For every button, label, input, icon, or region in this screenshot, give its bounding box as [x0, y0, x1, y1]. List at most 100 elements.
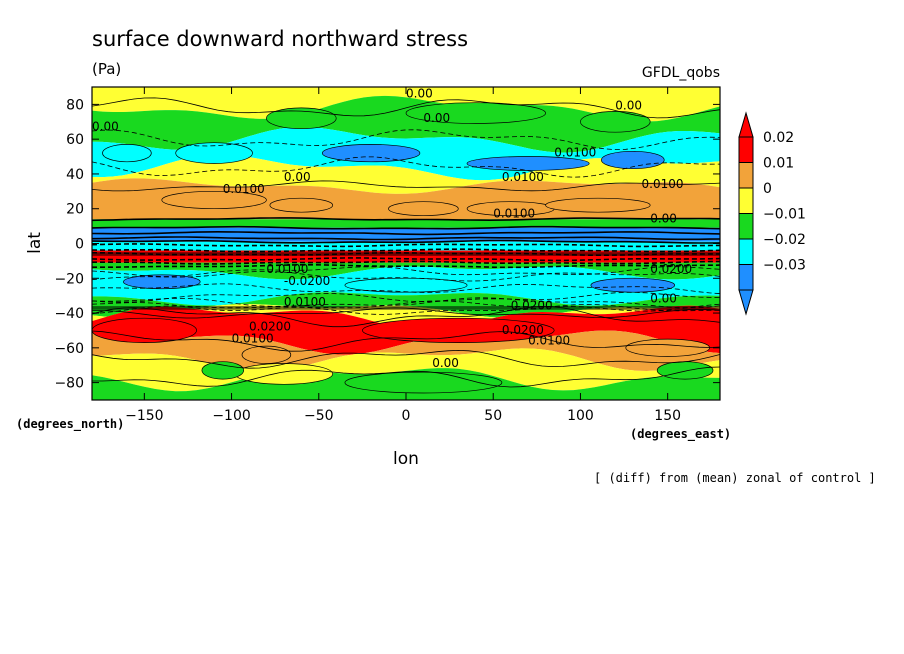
colorbar-swatch [738, 162, 754, 189]
y-tick-label: −20 [54, 271, 84, 287]
contour-line [92, 236, 720, 241]
x-tick-label: 0 [402, 408, 411, 424]
contour-label: 0.0100 [528, 333, 570, 347]
contour-lines [92, 97, 720, 388]
colorbar-swatch [738, 187, 754, 214]
x-tick-label: −100 [212, 408, 250, 424]
contour-line [92, 260, 720, 265]
contour-line [92, 349, 720, 369]
filled-contour-bands [92, 87, 720, 400]
x-tick-label: 100 [567, 408, 594, 424]
contour-label: 0.0200 [502, 323, 544, 337]
contour-island [175, 142, 253, 164]
contour-island [241, 345, 292, 364]
contour-island [388, 201, 459, 217]
y-tick-label: −80 [54, 376, 84, 392]
contour-line [92, 305, 720, 328]
x-tick-label: 50 [484, 408, 502, 424]
colorbar: 0.02 0.01 0 −0.01 −0.02 −0.03 [738, 111, 806, 316]
contour-label: -0.0200 [284, 274, 330, 288]
contour-island [362, 317, 555, 343]
contour-line [92, 330, 720, 352]
contour-label: 0.0200 [249, 319, 291, 333]
contour-label: 0.0100 [493, 206, 535, 220]
dense-contours [92, 306, 720, 310]
x-tick-label: −150 [125, 408, 163, 424]
colorbar-top-arrow [738, 111, 754, 138]
dense-contours [92, 252, 720, 256]
contour-band [92, 219, 720, 228]
contour-island [405, 102, 546, 124]
colorbar-swatch [738, 213, 754, 240]
contour-label: 0.0100 [642, 177, 684, 191]
contour-island [92, 317, 197, 343]
colorbar-tick-label: 0.01 [763, 156, 794, 172]
contour-line [92, 129, 720, 151]
contour-line [92, 230, 720, 236]
contour-line [92, 292, 720, 303]
contour-band [92, 241, 720, 251]
y-axis: 80 60 40 20 0 −20 −40 −60 −80 [54, 97, 720, 392]
colorbar-tick-label: −0.02 [763, 232, 806, 248]
plot-area: 0.000.01000.000.000.000.000.01000.01000.… [92, 87, 720, 400]
contour-island [545, 197, 651, 213]
contour-label: 0.00 [650, 212, 677, 226]
contour-line [92, 297, 720, 309]
contour-label: 0.0100 [232, 332, 274, 346]
contour-line [92, 97, 720, 119]
model-label: GFDL_qobs [642, 65, 720, 81]
colorbar-tick-label: 0.02 [763, 130, 794, 146]
y-tick-label: 40 [66, 167, 84, 183]
contour-line [92, 248, 720, 253]
contour-band [92, 95, 720, 153]
contour-label: 0.00 [423, 111, 450, 125]
contour-line [92, 225, 720, 230]
y-tick-label: 80 [66, 97, 84, 113]
x-axis: −150 −100 −50 0 50 100 150 [125, 87, 681, 424]
y-axis-label: lat [25, 232, 45, 254]
y-units-label: (degrees_north) [16, 417, 124, 432]
chart-title: surface downward northward stress [92, 27, 468, 51]
y-tick-label: −60 [54, 341, 84, 357]
contour-island [590, 277, 676, 293]
contour-island [161, 190, 267, 210]
contour-label: 0.0200 [650, 262, 692, 276]
contour-island [321, 144, 421, 163]
contour-label: 0.0100 [284, 295, 326, 309]
contour-label: 0.00 [615, 99, 642, 113]
contour-label: 0.00 [92, 120, 119, 134]
contour-label: 0.0200 [511, 299, 553, 313]
x-tick-label: 150 [654, 408, 681, 424]
y-tick-label: 20 [66, 202, 84, 218]
contour-line [92, 283, 720, 294]
colorbar-swatch [738, 136, 754, 163]
contour-line [92, 266, 720, 277]
colorbar-swatch [738, 264, 754, 291]
contour-line [92, 180, 720, 192]
contour-label: 0.0100 [502, 170, 544, 184]
contour-line [92, 243, 720, 248]
colorbar-tick-label: −0.01 [763, 207, 806, 223]
contour-band [92, 330, 720, 373]
colorbar-tick-label: 0 [763, 181, 772, 197]
units-label: (Pa) [92, 60, 121, 78]
colorbar-tick-label: −0.03 [763, 258, 806, 274]
contour-island [269, 197, 334, 213]
contour-label: 0.0100 [266, 262, 308, 276]
contour-island [656, 361, 714, 380]
x-axis-label: lon [393, 449, 419, 469]
y-tick-label: 60 [66, 132, 84, 148]
y-tick-label: −40 [54, 306, 84, 322]
y-tick-label: 0 [75, 237, 84, 253]
colorbar-swatch [738, 238, 754, 265]
contour-labels: 0.000.01000.000.000.000.000.01000.01000.… [92, 87, 692, 370]
contour-line [92, 366, 720, 388]
contour-detail-blobs [92, 102, 714, 394]
x-units-label: (degrees_east) [630, 427, 731, 442]
contour-line [92, 239, 720, 244]
contour-island [344, 371, 503, 394]
contour-island [123, 274, 201, 290]
contour-label: 0.00 [432, 356, 459, 370]
contour-island [201, 361, 245, 380]
